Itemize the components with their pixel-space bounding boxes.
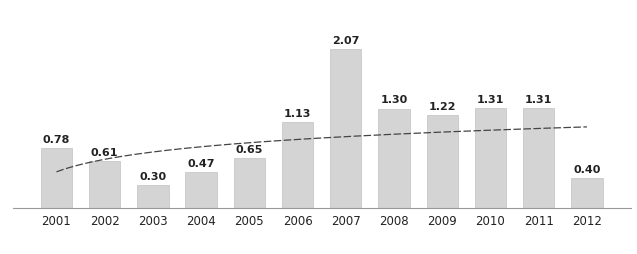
Bar [234,158,265,208]
Bar [427,115,458,208]
Text: 0.65: 0.65 [236,145,263,155]
Text: 1.31: 1.31 [525,95,552,105]
Text: 1.31: 1.31 [476,95,504,105]
Text: 1.22: 1.22 [429,102,456,112]
Text: 0.40: 0.40 [573,165,601,174]
Bar [41,148,72,208]
Bar [475,108,506,208]
Bar [378,108,410,208]
Bar [185,172,217,208]
Text: 1.13: 1.13 [284,108,311,119]
Text: 0.47: 0.47 [187,159,215,169]
Bar [137,185,169,208]
Text: 1.30: 1.30 [380,96,408,105]
Bar [282,122,313,208]
Text: 2.07: 2.07 [332,36,359,46]
Bar [89,162,120,208]
Text: 0.78: 0.78 [43,135,70,145]
Bar [523,108,554,208]
Text: 0.30: 0.30 [140,172,166,182]
Bar [571,178,603,208]
Bar [330,50,361,208]
Text: 0.61: 0.61 [91,148,118,158]
